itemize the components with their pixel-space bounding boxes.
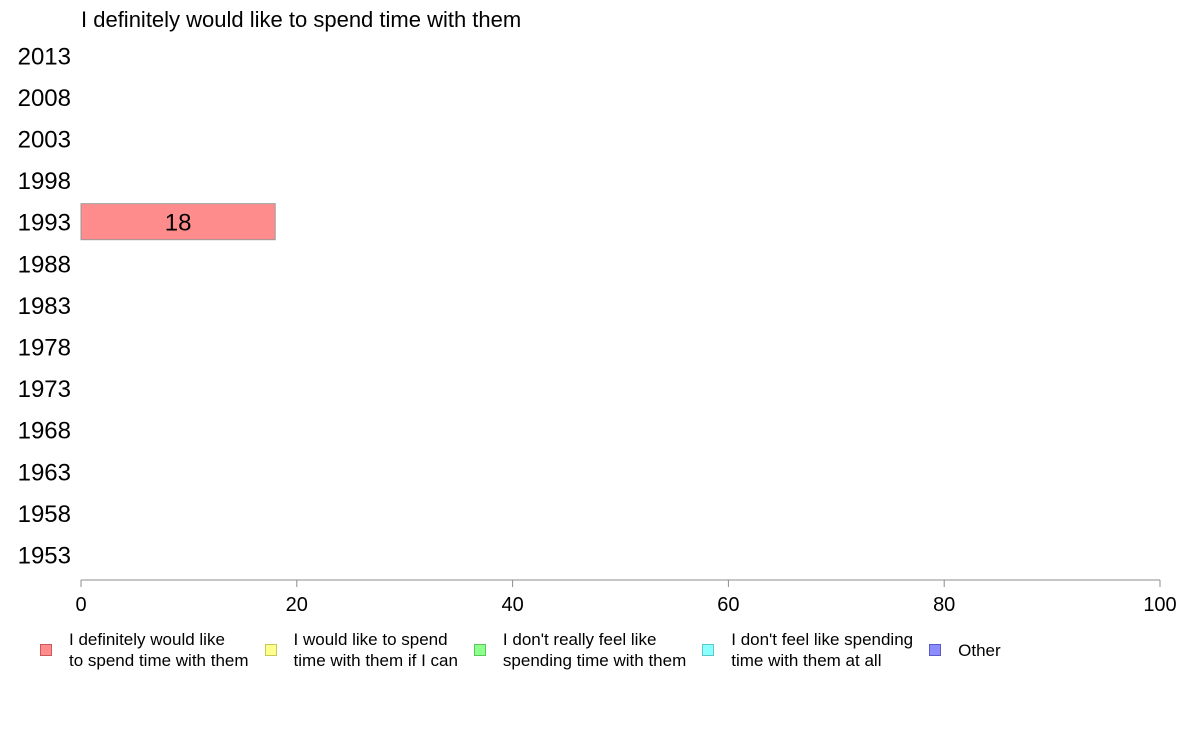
x-tick-label: 20: [286, 594, 308, 616]
legend-swatch: [702, 644, 715, 656]
y-tick-label: 1988: [18, 251, 71, 278]
y-tick-label: 1968: [18, 418, 71, 445]
x-tick-label: 100: [1143, 594, 1176, 616]
x-tick-label: 40: [501, 594, 523, 616]
y-tick-label: 1963: [18, 459, 71, 486]
x-tick-label: 80: [933, 594, 955, 616]
legend-label: Other: [958, 640, 1001, 660]
legend-label: I don't really feel like spending time w…: [502, 630, 687, 670]
legend: I definitely would like to spend time wi…: [40, 629, 1017, 671]
y-axis-ticks: 2013 2008 2003 1998 1993 1988 1983 1978 1973 1968…: [18, 43, 71, 569]
legend-item: Other: [929, 640, 1001, 661]
legend-swatch: [473, 644, 486, 656]
y-tick-label: 1998: [18, 168, 71, 195]
legend-swatch: [264, 644, 277, 656]
y-tick-label: 2003: [18, 127, 71, 154]
legend-swatch: [40, 644, 52, 656]
x-axis: 0 20 40 60 80 100: [75, 579, 1177, 616]
y-tick-label: 1993: [18, 210, 71, 237]
legend-item: I would like to spend time with them if …: [264, 629, 458, 671]
chart-title: I definitely would like to spend time wi…: [81, 7, 521, 32]
y-tick-label: 1978: [18, 335, 71, 362]
y-tick-label: 1983: [18, 293, 71, 320]
y-tick-label: 1973: [18, 376, 71, 403]
legend-label: I would like to spend time with them if …: [293, 630, 458, 670]
bars: 18: [80, 203, 276, 241]
legend-item: I don't really feel like spending time w…: [473, 629, 687, 671]
legend-label: I don't feel like spending time with the…: [731, 630, 914, 670]
bar-value-label: 18: [165, 210, 192, 237]
legend-item: I don't feel like spending time with the…: [702, 629, 913, 671]
x-tick-label: 60: [717, 594, 739, 616]
y-tick-label: 1958: [18, 501, 71, 528]
legend-swatch: [929, 644, 942, 656]
y-tick-label: 1953: [18, 543, 71, 570]
bar: [80, 203, 276, 241]
y-tick-label: 2008: [18, 85, 71, 112]
legend-item: I definitely would like to spend time wi…: [40, 629, 249, 671]
legend-label: I definitely would like to spend time wi…: [69, 630, 249, 670]
y-tick-label: 2013: [18, 43, 71, 70]
x-tick-label: 0: [75, 594, 86, 616]
